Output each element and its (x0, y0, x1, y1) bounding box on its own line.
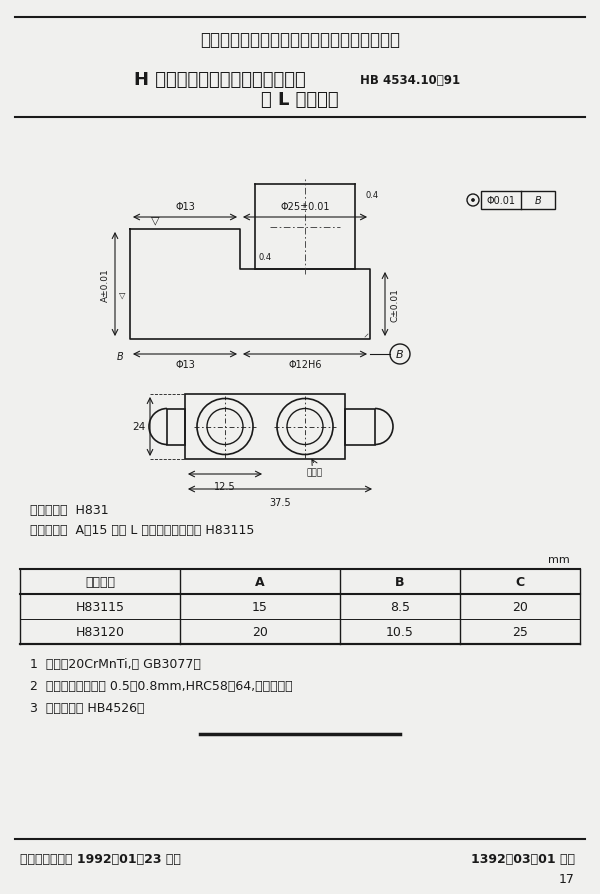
Text: 24: 24 (132, 422, 145, 432)
Text: Φ13: Φ13 (175, 202, 195, 212)
Text: H83115: H83115 (76, 601, 125, 613)
Text: HB 4534.10－91: HB 4534.10－91 (360, 73, 460, 87)
Text: 单 L 形定位器: 单 L 形定位器 (261, 91, 339, 109)
Text: A: A (255, 576, 265, 588)
Text: 标记示例：  A＝15 的单 L 形定位器的标记为 H83115: 标记示例： A＝15 的单 L 形定位器的标记为 H83115 (30, 523, 254, 536)
Text: B: B (116, 351, 124, 361)
Text: 25: 25 (512, 625, 528, 638)
Text: Φ13: Φ13 (175, 359, 195, 369)
Text: B: B (396, 350, 404, 359)
Text: 20: 20 (512, 601, 528, 613)
Text: H83120: H83120 (76, 625, 125, 638)
Text: 中华人民共和国航空航天工业部航空工业标准: 中华人民共和国航空航天工业部航空工业标准 (200, 31, 400, 49)
Text: 3  技术条件按 HB4526。: 3 技术条件按 HB4526。 (30, 702, 145, 714)
Text: A±0.01: A±0.01 (101, 268, 110, 301)
Text: 20: 20 (252, 625, 268, 638)
Text: H 型孔系组合夹具成组定位夹紧件: H 型孔系组合夹具成组定位夹紧件 (134, 71, 306, 89)
Text: 标记代号: 标记代号 (85, 576, 115, 588)
Text: 10.5: 10.5 (386, 625, 414, 638)
Text: B: B (395, 576, 405, 588)
Text: 标判处: 标判处 (307, 468, 323, 477)
Text: 分类代号：  H831: 分类代号： H831 (30, 503, 109, 516)
Text: 8.5: 8.5 (390, 601, 410, 613)
Text: C±0.01: C±0.01 (390, 288, 399, 322)
Text: 0.4: 0.4 (365, 190, 378, 199)
Text: ▽: ▽ (151, 215, 159, 224)
Text: 2  热处理：渗碳深度 0.5～0.8mm,HRC58～64,人工时效。: 2 热处理：渗碳深度 0.5～0.8mm,HRC58～64,人工时效。 (30, 679, 293, 693)
Circle shape (472, 199, 475, 202)
Text: 17: 17 (559, 873, 575, 886)
Bar (167, 409, 185, 445)
Text: 15: 15 (252, 601, 268, 613)
Text: 0.4: 0.4 (259, 253, 272, 262)
Bar (345, 409, 375, 445)
Text: 航空航天工业部 1992－01－23 发布: 航空航天工业部 1992－01－23 发布 (20, 853, 181, 865)
Bar (481, 192, 555, 210)
Text: 37.5: 37.5 (269, 497, 291, 508)
Bar (185, 394, 345, 460)
Text: Φ12H6: Φ12H6 (288, 359, 322, 369)
Text: ▽: ▽ (119, 291, 125, 299)
Text: C: C (515, 576, 524, 588)
Text: mm: mm (548, 554, 570, 564)
Text: 1  材料：20CrMnTi,按 GB3077。: 1 材料：20CrMnTi,按 GB3077。 (30, 658, 201, 670)
Text: 1392－03－01 实施: 1392－03－01 实施 (471, 853, 575, 865)
Text: B: B (535, 196, 541, 206)
Text: Φ25±0.01: Φ25±0.01 (280, 202, 330, 212)
Text: 12.5: 12.5 (214, 482, 236, 492)
Text: Φ0.01: Φ0.01 (487, 196, 515, 206)
